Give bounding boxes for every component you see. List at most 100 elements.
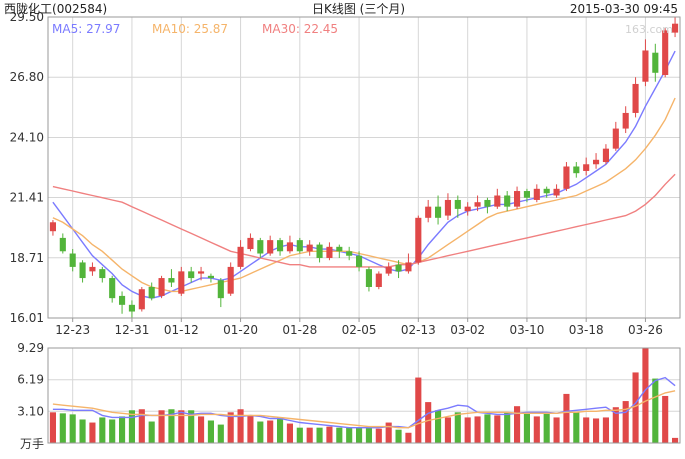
x-tick-label: 01-12 xyxy=(164,323,199,337)
candle-body xyxy=(514,191,521,207)
candle-body xyxy=(217,280,224,299)
candle-body xyxy=(188,271,195,279)
x-tick-label: 03-02 xyxy=(450,323,485,337)
volume-bar xyxy=(435,410,442,443)
ma30-label: MA30: xyxy=(262,22,300,36)
volume-bar xyxy=(514,406,521,443)
volume-bar xyxy=(583,417,590,443)
candle-body xyxy=(484,199,491,207)
volume-bar xyxy=(306,427,313,443)
candle-body xyxy=(119,295,126,305)
volume-bar xyxy=(207,420,214,443)
price-tick-label: 24.10 xyxy=(10,130,44,144)
candle-body xyxy=(286,242,293,252)
volume-bar xyxy=(346,427,353,443)
candle-body xyxy=(652,52,659,73)
candle-body xyxy=(277,240,284,252)
candle-body xyxy=(454,199,461,209)
price-tick-label: 16.01 xyxy=(10,311,44,325)
watermark-163: 163.com xyxy=(625,23,673,36)
volume-bar xyxy=(198,416,205,443)
volume-bar xyxy=(415,377,422,443)
candle-body xyxy=(257,240,264,254)
candle-body xyxy=(336,246,343,252)
volume-bar xyxy=(158,410,165,443)
candle-body xyxy=(326,246,333,258)
volume-bar xyxy=(79,419,86,443)
ma10-label: MA10: xyxy=(152,22,190,36)
volume-bar xyxy=(296,427,303,443)
volume-bar xyxy=(553,417,560,443)
volume-bar xyxy=(217,424,224,443)
candle-body xyxy=(346,251,353,256)
candle-body xyxy=(316,244,323,258)
candle-body xyxy=(385,266,392,274)
ma10-value: 25.87 xyxy=(193,22,229,36)
candle-body xyxy=(207,275,214,279)
candle-body xyxy=(543,188,550,194)
volume-bar xyxy=(612,407,619,443)
candles xyxy=(49,17,679,319)
candle-body xyxy=(356,255,363,267)
candle-body xyxy=(148,286,155,299)
candle-body xyxy=(395,264,402,272)
volume-bar xyxy=(652,378,659,443)
price-ma5-line xyxy=(52,50,676,299)
volume-bar xyxy=(267,420,274,443)
volume-plot-border xyxy=(47,347,681,444)
candle-body xyxy=(365,269,372,287)
candle-body xyxy=(267,240,274,254)
candle-body xyxy=(672,23,679,33)
volume-bar xyxy=(602,417,609,443)
x-tick-label: 02-05 xyxy=(342,323,377,337)
price-ma10-line xyxy=(52,97,676,293)
candle-body xyxy=(622,112,629,129)
volume-bar xyxy=(356,427,363,443)
volume-bar xyxy=(375,428,382,443)
volume-bar xyxy=(672,437,679,443)
candle-body xyxy=(99,269,106,279)
candle-body xyxy=(49,222,56,232)
volume-bar xyxy=(237,409,244,443)
candle-body xyxy=(563,166,570,189)
candle-body xyxy=(227,266,234,294)
volume-bar xyxy=(464,417,471,443)
x-tick-label: 03-26 xyxy=(628,323,663,337)
volume-bar xyxy=(523,413,530,443)
volume-bar xyxy=(119,416,126,443)
axes: 29.50 26.80 24.10 21.41 18.71 16.01 12-23 12-31… xyxy=(10,10,681,451)
candle-body xyxy=(593,159,600,165)
candle-body xyxy=(523,191,530,198)
timestamp: 2015-03-30 09:45 xyxy=(569,2,678,16)
x-tick-label: 12-31 xyxy=(115,323,150,337)
volume-bar xyxy=(99,417,106,443)
candle-body xyxy=(405,262,412,272)
x-tick-label: 03-18 xyxy=(569,323,604,337)
candle-body xyxy=(178,271,185,294)
x-tick-label: 01-20 xyxy=(223,323,258,337)
candle-body xyxy=(138,289,145,310)
candle-body xyxy=(168,278,175,283)
volume-unit-label: 万手 xyxy=(20,437,44,451)
ma30-value: 22.45 xyxy=(303,22,339,36)
volume-bar xyxy=(563,393,570,443)
volume-tick-label: 3.10 xyxy=(17,404,44,418)
volume-bar xyxy=(277,417,284,443)
volume-bar xyxy=(543,412,550,443)
price-tick-label: 29.50 xyxy=(10,10,44,24)
volume-bar xyxy=(484,414,491,443)
volume-bar xyxy=(444,417,451,443)
volume-bar xyxy=(168,409,175,443)
candle-body xyxy=(573,166,580,174)
volume-ma10-line xyxy=(52,390,676,429)
candle-body xyxy=(553,188,560,196)
volume-bar xyxy=(178,410,185,443)
volume-bar xyxy=(573,412,580,443)
candle-body xyxy=(494,195,501,207)
candle-body xyxy=(375,273,382,287)
candle-body xyxy=(602,148,609,163)
volume-bar xyxy=(49,412,56,443)
candle-body xyxy=(612,128,619,149)
candle-body xyxy=(158,278,165,296)
